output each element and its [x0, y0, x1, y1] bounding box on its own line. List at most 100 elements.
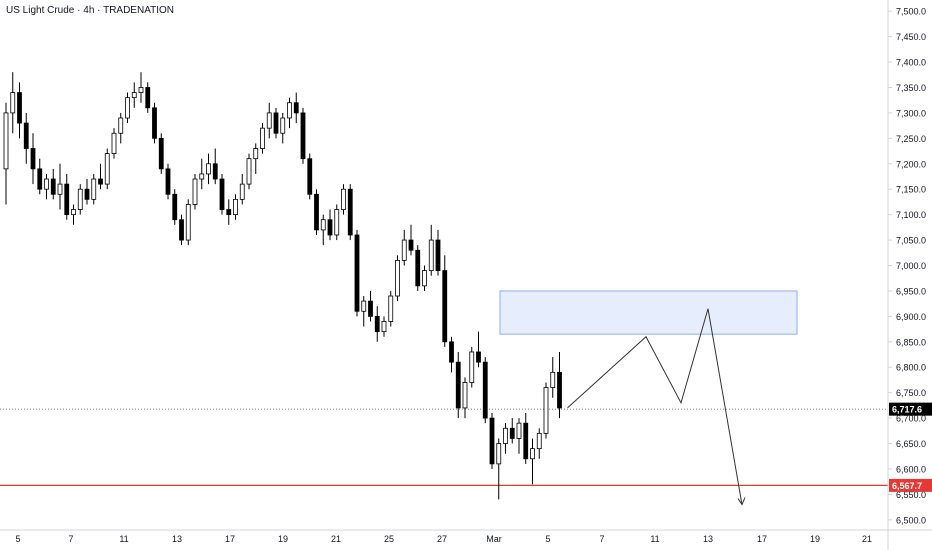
candle-body [104, 153, 110, 185]
candle-body [23, 122, 29, 149]
candle-body [3, 112, 9, 170]
time-tick-label: 5 [15, 534, 20, 544]
candle-body [179, 219, 184, 241]
candle [422, 265, 427, 291]
candle [462, 377, 468, 419]
candle [91, 173, 97, 205]
candle-body [476, 351, 481, 363]
candle-body [503, 427, 508, 444]
candle [530, 438, 535, 485]
candle-body [185, 204, 191, 241]
candle-body [449, 341, 454, 363]
projection-path-layer [567, 308, 746, 506]
candle-body [327, 219, 333, 236]
candle [442, 255, 448, 347]
candle [341, 184, 346, 215]
candle [266, 102, 272, 139]
candle [118, 112, 124, 144]
resistance-zone[interactable] [499, 290, 798, 335]
candle [185, 199, 191, 246]
candle-body [212, 163, 218, 180]
candle-body [44, 178, 49, 190]
price-tick-label: 7,150.0 [896, 185, 926, 195]
price-tick-label: 6,650.0 [896, 439, 926, 449]
price-tick-label: 6,900.0 [896, 312, 926, 322]
candle-body [530, 448, 535, 460]
candle-body [246, 158, 252, 185]
candle [3, 102, 9, 205]
candle [71, 204, 76, 225]
candle-body [158, 137, 164, 170]
candle [334, 204, 340, 241]
candles-layer [3, 72, 562, 500]
last-price-tag: 6,717.6 [889, 402, 932, 416]
candle [307, 153, 313, 200]
price-tick-label: 7,450.0 [896, 32, 926, 42]
candle [138, 72, 144, 103]
price-tick-label: 7,000.0 [896, 261, 926, 271]
candle-body [199, 173, 205, 180]
candle [30, 133, 36, 185]
time-tick-label: 7 [68, 534, 73, 544]
candle-body [334, 209, 340, 236]
candle-body [509, 427, 515, 439]
candle [347, 184, 353, 241]
projection-path[interactable] [567, 308, 743, 505]
last-price-tag-label: 6,717.6 [892, 405, 922, 415]
candle [401, 229, 407, 266]
candle-body [442, 270, 448, 343]
candle-body [71, 209, 76, 216]
price-tick-label: 6,750.0 [896, 388, 926, 398]
last-price-tag-bg [889, 402, 932, 416]
candle [50, 168, 56, 200]
candle-body [516, 422, 522, 439]
candle-body [84, 188, 90, 200]
price-tags-layer: 6,567.7 6,717.6 [889, 402, 932, 492]
candle [77, 184, 83, 215]
candle [408, 224, 414, 256]
price-tick-label: 7,200.0 [896, 159, 926, 169]
candle-body [536, 432, 542, 450]
candle-body [307, 158, 313, 195]
candle [57, 163, 63, 210]
support-price-tag-label: 6,567.7 [892, 481, 922, 491]
candle [320, 214, 326, 246]
candle-body [415, 249, 421, 287]
candle [449, 336, 454, 373]
candle-body [408, 239, 414, 251]
price-tick-label: 7,050.0 [896, 236, 926, 246]
candle [415, 245, 421, 291]
candle [435, 229, 441, 276]
candle-body [192, 178, 198, 205]
candle-body [314, 193, 319, 231]
candle [37, 158, 43, 195]
time-tick-label: 17 [225, 534, 235, 544]
time-tick-label: 7 [599, 534, 604, 544]
candle-body [462, 382, 468, 409]
candle-body [91, 178, 97, 200]
candle-body [226, 209, 232, 216]
candle [489, 413, 495, 469]
candle-body [98, 178, 103, 185]
price-tick-label: 6,600.0 [896, 464, 926, 474]
price-tick-label: 7,300.0 [896, 108, 926, 118]
candle [219, 173, 225, 215]
candle-body [368, 300, 373, 317]
candle [23, 112, 29, 164]
candle-body [557, 371, 562, 409]
candle [374, 306, 380, 342]
candle [10, 72, 16, 134]
candle-body [455, 361, 461, 409]
candle [98, 163, 103, 190]
candle-body [152, 107, 157, 139]
candle [125, 92, 130, 124]
candle [145, 82, 151, 113]
candle-body [233, 198, 238, 216]
candle-body [287, 102, 292, 119]
candle [64, 173, 70, 220]
candle-body [341, 188, 346, 210]
candle [476, 331, 481, 368]
candle [496, 438, 502, 500]
